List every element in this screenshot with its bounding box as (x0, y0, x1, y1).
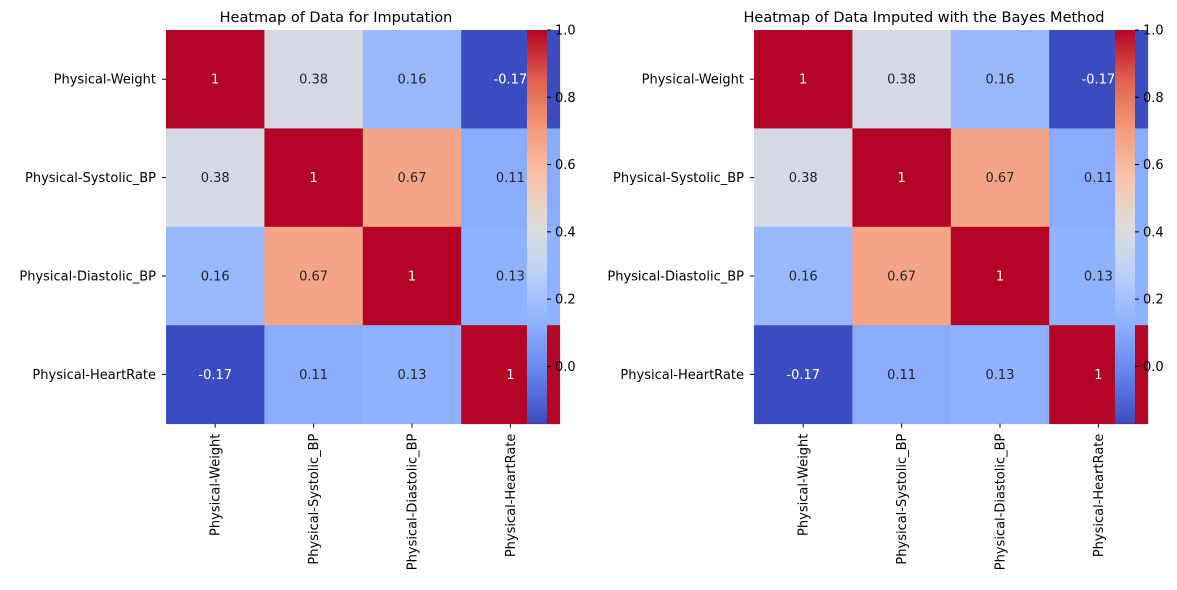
x-tick-label: Physical-HeartRate (1092, 434, 1107, 558)
cell-annotation: -0.17 (198, 368, 232, 383)
y-tick-label: Physical-HeartRate (32, 368, 156, 383)
heatmap-cell (950, 226, 1050, 326)
heatmap-cell (754, 226, 853, 326)
colorbar-tick-label: 0.0 (555, 360, 576, 375)
colorbar-tick-label: 1.0 (555, 24, 576, 39)
cell-annotation: 0.13 (398, 368, 427, 383)
cell-annotation: 0.13 (496, 270, 525, 285)
cell-annotation: 0.11 (496, 171, 525, 186)
heatmap-cell (166, 128, 265, 228)
x-tick-label: Physical-Systolic_BP (895, 433, 910, 564)
heatmap-cell (852, 325, 952, 425)
cell-annotation: 0.16 (986, 73, 1015, 88)
x-tick-label: Physical-Systolic_BP (307, 433, 322, 564)
x-tick-label: Physical-Diastolic_BP (994, 433, 1009, 570)
heatmap-cell (852, 128, 952, 228)
cell-annotation: 0.11 (1084, 171, 1113, 186)
heatmap-cell (264, 30, 364, 129)
y-tick-label: Physical-Diastolic_BP (19, 270, 156, 285)
cell-annotation: 1 (897, 171, 905, 186)
cell-annotation: 0.38 (887, 73, 916, 88)
colorbar-tick-label: 0.2 (555, 293, 576, 308)
heatmap-cell (754, 30, 853, 129)
cell-annotation: 1 (996, 270, 1004, 285)
heatmap-cell (950, 128, 1050, 228)
x-tick-label: Physical-HeartRate (504, 434, 519, 558)
heatmap-cell (166, 30, 265, 129)
cell-annotation: 0.13 (1084, 270, 1113, 285)
colorbar-tick-label: 1.0 (1143, 24, 1164, 39)
heatmap-cell (950, 30, 1050, 129)
heatmap-cell (754, 325, 853, 425)
y-tick-label: Physical-Systolic_BP (25, 171, 156, 186)
colorbar-tick-label: 0.4 (1143, 225, 1164, 240)
heatmap-cell (264, 226, 364, 326)
cell-annotation: 1 (309, 171, 317, 186)
x-tick-label: Physical-Weight (797, 434, 812, 536)
heatmap-cell (264, 128, 364, 228)
cell-annotation: 0.38 (201, 171, 230, 186)
cell-annotation: 0.16 (789, 270, 818, 285)
heatmap-cell (362, 128, 462, 228)
y-tick-label: Physical-Diastolic_BP (607, 270, 744, 285)
cell-annotation: 1 (799, 73, 807, 88)
cell-annotation: 1 (1094, 368, 1102, 383)
cell-annotation: 0.11 (887, 368, 916, 383)
cell-annotation: 0.67 (299, 270, 328, 285)
heatmap-cell (852, 30, 952, 129)
heatmap-cell (166, 226, 265, 326)
y-tick-label: Physical-Weight (54, 73, 156, 88)
heatmap-cell (362, 30, 462, 129)
y-tick-label: Physical-HeartRate (620, 368, 744, 383)
cell-annotation: 0.38 (299, 73, 328, 88)
heatmap-cell (754, 128, 853, 228)
cell-annotation: 0.67 (887, 270, 916, 285)
heatmap-panel-1: Heatmap of Data for Imputation 1 0.38 0.16 -… (19, 10, 575, 570)
colorbar (527, 30, 547, 424)
colorbar-tick-label: 0.8 (555, 91, 576, 106)
y-tick-label: Physical-Systolic_BP (613, 171, 744, 186)
colorbar-tick-label: 0.2 (1143, 293, 1164, 308)
heatmap-cell (362, 325, 462, 425)
x-tick-label: Physical-Diastolic_BP (406, 433, 421, 570)
colorbar-tick-label: 0.8 (1143, 91, 1164, 106)
cell-annotation: 0.11 (299, 368, 328, 383)
heatmap-cell (264, 325, 364, 425)
cell-annotation: 0.67 (398, 171, 427, 186)
colorbar-tick-label: 0.4 (555, 225, 576, 240)
cell-annotation: 0.16 (201, 270, 230, 285)
heatmap-cell (852, 226, 952, 326)
heatmap-cell (362, 226, 462, 326)
cell-annotation: -0.17 (1082, 73, 1116, 88)
colorbar-tick-label: 0.6 (555, 158, 576, 173)
heatmap-cell (166, 325, 265, 425)
heatmap-panel-2: Heatmap of Data Imputed with the Bayes M… (607, 10, 1163, 570)
chart-title: Heatmap of Data Imputed with the Bayes M… (744, 10, 1105, 26)
x-tick-label: Physical-Weight (209, 434, 224, 536)
cell-annotation: 1 (506, 368, 514, 383)
cell-annotation: 0.38 (789, 171, 818, 186)
cell-annotation: 1 (408, 270, 416, 285)
colorbar (1115, 30, 1135, 424)
cell-annotation: 1 (211, 73, 219, 88)
cell-annotation: -0.17 (494, 73, 528, 88)
cell-annotation: 0.16 (398, 73, 427, 88)
heatmap-cell (950, 325, 1050, 425)
chart-title: Heatmap of Data for Imputation (220, 10, 453, 26)
colorbar-tick-label: 0.0 (1143, 360, 1164, 375)
cell-annotation: 0.13 (986, 368, 1015, 383)
cell-annotation: -0.17 (786, 368, 820, 383)
cell-annotation: 0.67 (986, 171, 1015, 186)
colorbar-tick-label: 0.6 (1143, 158, 1164, 173)
y-tick-label: Physical-Weight (642, 73, 744, 88)
